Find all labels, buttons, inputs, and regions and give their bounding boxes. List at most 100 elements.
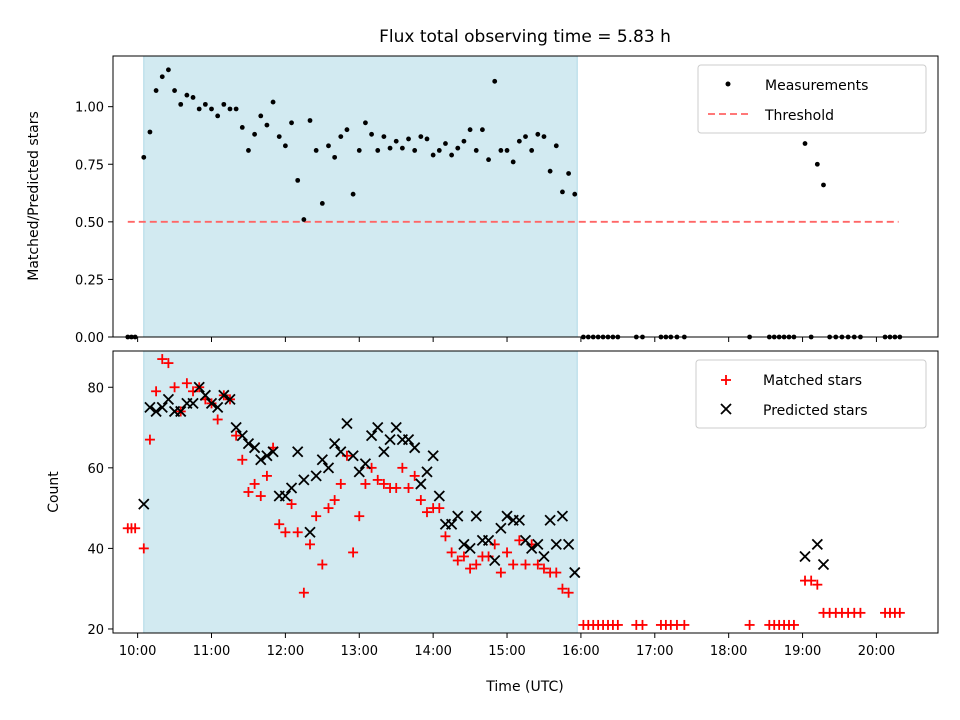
top-series-0-point-53 xyxy=(449,152,455,158)
top-series-0-point-4 xyxy=(147,129,153,135)
bottom-series-1-point-32 xyxy=(335,446,347,458)
bottom-series-predicted-stars xyxy=(138,381,830,579)
bottom-series-0-point-5 xyxy=(151,386,162,397)
top-y-tick-label-3: 0.75 xyxy=(75,158,104,173)
top-series-0-point-70 xyxy=(553,143,559,149)
top-series-0-point-46 xyxy=(406,136,411,142)
top-series-0-point-24 xyxy=(270,99,276,105)
bottom-series-0-point-30 xyxy=(305,539,316,550)
bottom-series-1-point-3 xyxy=(156,401,168,414)
bottom-series-0-point-32 xyxy=(317,559,328,570)
bottom-series-1-point-71 xyxy=(799,550,811,563)
bottom-series-1-point-36 xyxy=(359,458,372,470)
bottom-series-1-point-20 xyxy=(261,450,273,462)
bottom-y-tick-label-2: 60 xyxy=(87,462,104,477)
top-series-0-point-56 xyxy=(467,127,473,133)
bottom-y-axis-label: Count xyxy=(46,471,62,513)
bottom-series-0-point-21 xyxy=(249,478,260,489)
bottom-series-1-point-47 xyxy=(427,450,439,462)
top-series-0-point-39 xyxy=(363,120,368,126)
bottom-series-1-point-41 xyxy=(390,421,402,434)
legend-measurements-marker xyxy=(725,81,731,87)
bottom-series-1-point-63 xyxy=(526,542,538,555)
top-series-0-point-25 xyxy=(276,134,282,140)
bottom-series-0-point-18 xyxy=(231,430,242,441)
bottom-y-tick-label-0: 20 xyxy=(87,623,104,638)
top-y-axis-label: Matched/Predicted stars xyxy=(26,111,42,281)
top-series-0-point-27 xyxy=(289,120,294,126)
top-plot-frame xyxy=(112,55,939,338)
top-series-0-point-34 xyxy=(332,154,338,160)
bottom-legend: Matched stars Predicted stars xyxy=(695,359,927,429)
bottom-series-1-point-70 xyxy=(569,566,581,579)
top-series-0-point-15 xyxy=(215,113,221,119)
bottom-series-1-point-35 xyxy=(353,466,365,478)
chart-title: Flux total observing time = 5.83 h xyxy=(379,27,671,47)
bottom-series-1-point-64 xyxy=(532,538,544,551)
top-series-0-point-44 xyxy=(393,138,399,144)
bottom-series-1-point-51 xyxy=(452,510,464,522)
bottom-series-1-point-25 xyxy=(292,446,304,458)
bottom-legend-box xyxy=(695,359,927,429)
bottom-series-1-point-9 xyxy=(193,381,205,393)
x-tick-label-0: 10:00 xyxy=(119,644,156,659)
legend-matched-marker xyxy=(721,375,731,385)
bottom-series-0-point-20 xyxy=(243,487,254,497)
bottom-series-1-point-6 xyxy=(175,405,187,418)
top-series-0-point-35 xyxy=(338,134,344,140)
top-series-0-point-13 xyxy=(202,101,208,107)
bottom-series-0-point-10 xyxy=(181,378,192,389)
top-series-0-point-3 xyxy=(141,154,147,160)
bottom-series-0-point-104 xyxy=(855,607,866,618)
top-series-0-point-14 xyxy=(209,106,214,112)
x-tick-label-9: 19:00 xyxy=(784,644,821,659)
bottom-series-0-point-61 xyxy=(495,567,506,578)
bottom-series-1-point-0 xyxy=(138,498,150,510)
bottom-series-1-point-14 xyxy=(224,393,236,405)
bottom-series-0-point-80 xyxy=(612,619,623,630)
bottom-series-1-point-50 xyxy=(445,518,458,530)
bottom-series-0-point-72 xyxy=(563,587,574,598)
bottom-series-1-point-68 xyxy=(556,510,569,522)
bottom-series-0-point-70 xyxy=(551,567,562,578)
top-shaded-span xyxy=(143,55,578,338)
top-series-0-point-98 xyxy=(814,161,820,167)
top-series-0-point-21 xyxy=(252,131,258,137)
bottom-series-0-point-63 xyxy=(508,559,519,570)
top-series-0-point-52 xyxy=(443,141,448,146)
bottom-series-0-point-38 xyxy=(354,511,365,522)
bottom-series-1-point-8 xyxy=(187,397,199,410)
x-tick-label-7: 17:00 xyxy=(636,644,673,659)
top-series-0-point-22 xyxy=(258,113,264,119)
bottom-series-1-point-33 xyxy=(341,417,353,430)
top-series-0-point-29 xyxy=(301,217,307,222)
top-y-tick-label-1: 0.25 xyxy=(75,273,104,288)
bottom-series-1-point-48 xyxy=(433,490,445,502)
top-series-0-point-69 xyxy=(547,168,553,174)
bottom-series-0-point-44 xyxy=(391,482,402,493)
bottom-series-1-point-12 xyxy=(212,401,224,414)
top-series-0-point-49 xyxy=(424,136,430,142)
top-series-0-point-73 xyxy=(572,191,578,197)
x-tick-label-5: 15:00 xyxy=(488,644,525,659)
bottom-series-0-point-31 xyxy=(311,511,322,522)
top-series-0-point-43 xyxy=(387,145,393,151)
top-y-tick-label-0: 0.00 xyxy=(75,331,104,346)
x-tick-label-10: 20:00 xyxy=(858,644,895,659)
bottom-series-1-point-34 xyxy=(347,450,359,462)
bottom-series-1-point-61 xyxy=(513,514,525,526)
bottom-series-0-point-94 xyxy=(788,619,799,630)
bottom-data-marks xyxy=(122,354,905,630)
bottom-series-1-point-37 xyxy=(365,429,378,442)
top-series-0-point-60 xyxy=(492,78,498,84)
top-series-0-point-40 xyxy=(369,131,374,137)
bottom-series-1-point-23 xyxy=(279,490,292,502)
bottom-series-0-point-97 xyxy=(812,579,823,590)
bottom-series-0-point-53 xyxy=(446,547,457,558)
bottom-series-1-point-29 xyxy=(316,454,328,466)
top-series-0-point-68 xyxy=(541,134,547,140)
top-series-0-point-9 xyxy=(178,101,184,107)
bottom-series-1-point-69 xyxy=(562,538,575,551)
bottom-series-1-point-19 xyxy=(255,454,267,466)
bottom-series-matched-stars xyxy=(122,354,905,630)
